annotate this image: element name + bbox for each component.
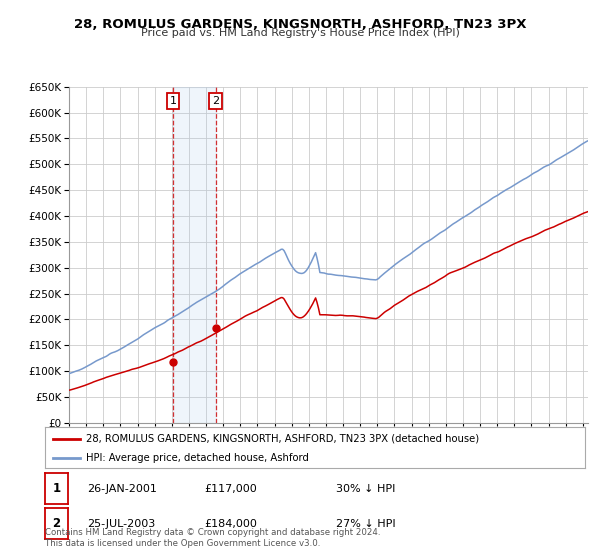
Text: 26-JAN-2001: 26-JAN-2001: [87, 484, 157, 493]
Bar: [173, 87, 216, 423]
Text: 28, ROMULUS GARDENS, KINGSNORTH, ASHFORD, TN23 3PX (detached house): 28, ROMULUS GARDENS, KINGSNORTH, ASHFORD…: [86, 433, 479, 444]
Text: 1: 1: [52, 482, 61, 495]
Text: 2: 2: [212, 96, 220, 106]
Text: £117,000: £117,000: [204, 484, 257, 493]
Text: 30% ↓ HPI: 30% ↓ HPI: [336, 484, 395, 493]
Text: 28, ROMULUS GARDENS, KINGSNORTH, ASHFORD, TN23 3PX: 28, ROMULUS GARDENS, KINGSNORTH, ASHFORD…: [74, 18, 526, 31]
Text: HPI: Average price, detached house, Ashford: HPI: Average price, detached house, Ashf…: [86, 452, 308, 463]
Text: 2: 2: [52, 517, 61, 530]
Text: Price paid vs. HM Land Registry's House Price Index (HPI): Price paid vs. HM Land Registry's House …: [140, 28, 460, 38]
Text: 27% ↓ HPI: 27% ↓ HPI: [336, 519, 395, 529]
Text: 1: 1: [169, 96, 176, 106]
Text: Contains HM Land Registry data © Crown copyright and database right 2024.
This d: Contains HM Land Registry data © Crown c…: [45, 528, 380, 548]
Text: 25-JUL-2003: 25-JUL-2003: [87, 519, 155, 529]
Text: £184,000: £184,000: [204, 519, 257, 529]
